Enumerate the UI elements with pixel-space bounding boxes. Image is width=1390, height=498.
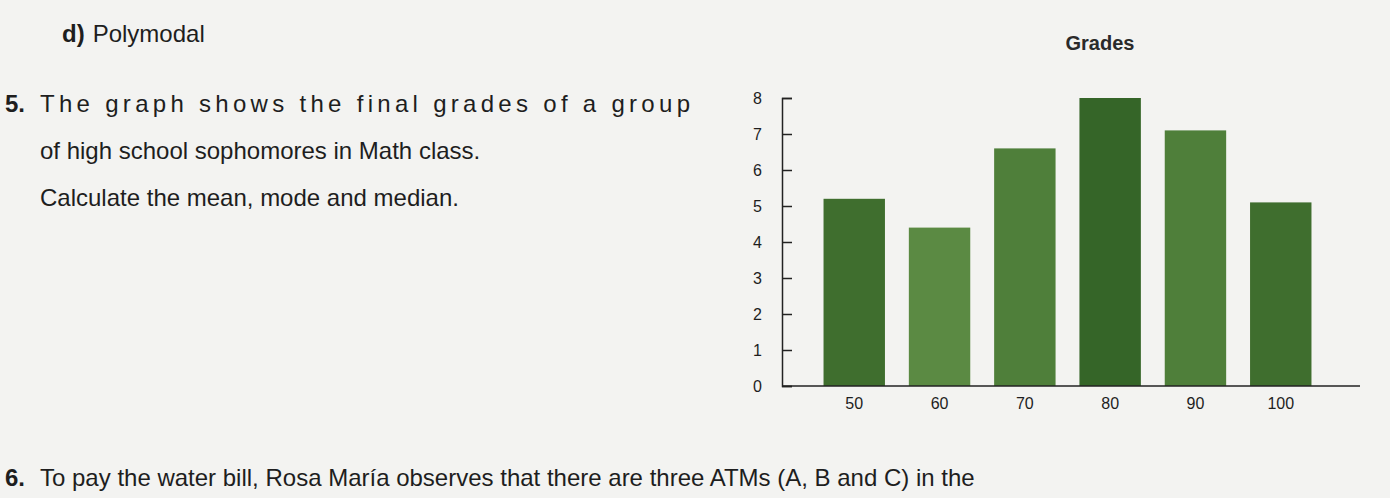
x-tick: 90 bbox=[1187, 386, 1205, 412]
y-tick-label: 1 bbox=[753, 342, 762, 359]
y-tick-mark bbox=[782, 350, 792, 352]
x-tick: 50 bbox=[845, 386, 863, 412]
y-tick-label: 6 bbox=[753, 162, 762, 179]
question-text: Calculate the mean, mode and median. bbox=[40, 184, 459, 211]
item-label: d) bbox=[62, 20, 85, 47]
question-text: of high school sophomores in Math class. bbox=[40, 137, 480, 164]
bar bbox=[1165, 130, 1226, 386]
y-tick-mark bbox=[782, 134, 792, 136]
y-tick-mark bbox=[782, 242, 792, 244]
x-tick-label: 50 bbox=[845, 395, 863, 412]
x-axis-line bbox=[782, 385, 1360, 387]
x-tick: 100 bbox=[1267, 386, 1294, 412]
x-tick: 70 bbox=[1016, 386, 1034, 412]
x-tick-label: 80 bbox=[1101, 395, 1119, 412]
y-tick-label: 3 bbox=[753, 270, 762, 287]
bar bbox=[994, 148, 1055, 386]
x-tick-label: 100 bbox=[1267, 395, 1294, 412]
y-tick: 6 bbox=[753, 162, 792, 179]
question-text: To pay the water bill, Rosa María observ… bbox=[40, 464, 975, 491]
y-axis-line bbox=[783, 99, 793, 387]
chart-title: Grades bbox=[1066, 32, 1135, 54]
bar bbox=[824, 199, 885, 386]
y-tick: 8 bbox=[753, 90, 792, 107]
y-tick-mark bbox=[782, 170, 792, 172]
y-tick: 1 bbox=[753, 342, 792, 359]
x-tick-label: 90 bbox=[1187, 395, 1205, 412]
y-tick-mark bbox=[782, 206, 792, 208]
chart: Grades 0 1 2 3 4 5 6 7 8 50 60 70 80 90 100 bbox=[753, 32, 1360, 412]
x-tick: 60 bbox=[931, 386, 949, 412]
question-number: 5. bbox=[5, 90, 25, 117]
bar bbox=[909, 228, 970, 386]
y-tick-label: 5 bbox=[753, 198, 762, 215]
bars bbox=[824, 98, 1312, 386]
y-tick-label: 2 bbox=[753, 306, 762, 323]
y-tick: 4 bbox=[753, 234, 792, 251]
y-tick-label: 8 bbox=[753, 90, 762, 107]
question-text: The graph shows the final grades of a gr… bbox=[40, 90, 690, 117]
y-tick-label: 4 bbox=[753, 234, 762, 251]
y-tick-mark bbox=[782, 98, 792, 100]
y-tick: 2 bbox=[753, 306, 792, 323]
question-number: 6. bbox=[5, 464, 25, 491]
y-tick-mark bbox=[782, 278, 792, 280]
bar bbox=[1079, 98, 1140, 386]
y-tick-label: 0 bbox=[753, 378, 762, 395]
x-tick: 80 bbox=[1101, 386, 1119, 412]
page: d) Polymodal 5. The graph shows the final g… bbox=[0, 0, 1390, 498]
item-text: Polymodal bbox=[93, 20, 205, 47]
y-axis: 0 1 2 3 4 5 6 7 8 bbox=[753, 90, 792, 395]
y-tick-label: 7 bbox=[753, 126, 762, 143]
x-tick-label: 60 bbox=[931, 395, 949, 412]
x-tick-label: 70 bbox=[1016, 395, 1034, 412]
y-tick: 7 bbox=[753, 126, 792, 143]
y-tick: 5 bbox=[753, 198, 792, 215]
x-axis: 50 60 70 80 90 100 bbox=[782, 386, 1360, 412]
page-text: d) Polymodal 5. The graph shows the final g… bbox=[5, 20, 975, 491]
y-tick-mark bbox=[782, 314, 792, 316]
item-d: d) Polymodal bbox=[62, 20, 205, 47]
bar bbox=[1250, 202, 1311, 386]
y-tick: 3 bbox=[753, 270, 792, 287]
